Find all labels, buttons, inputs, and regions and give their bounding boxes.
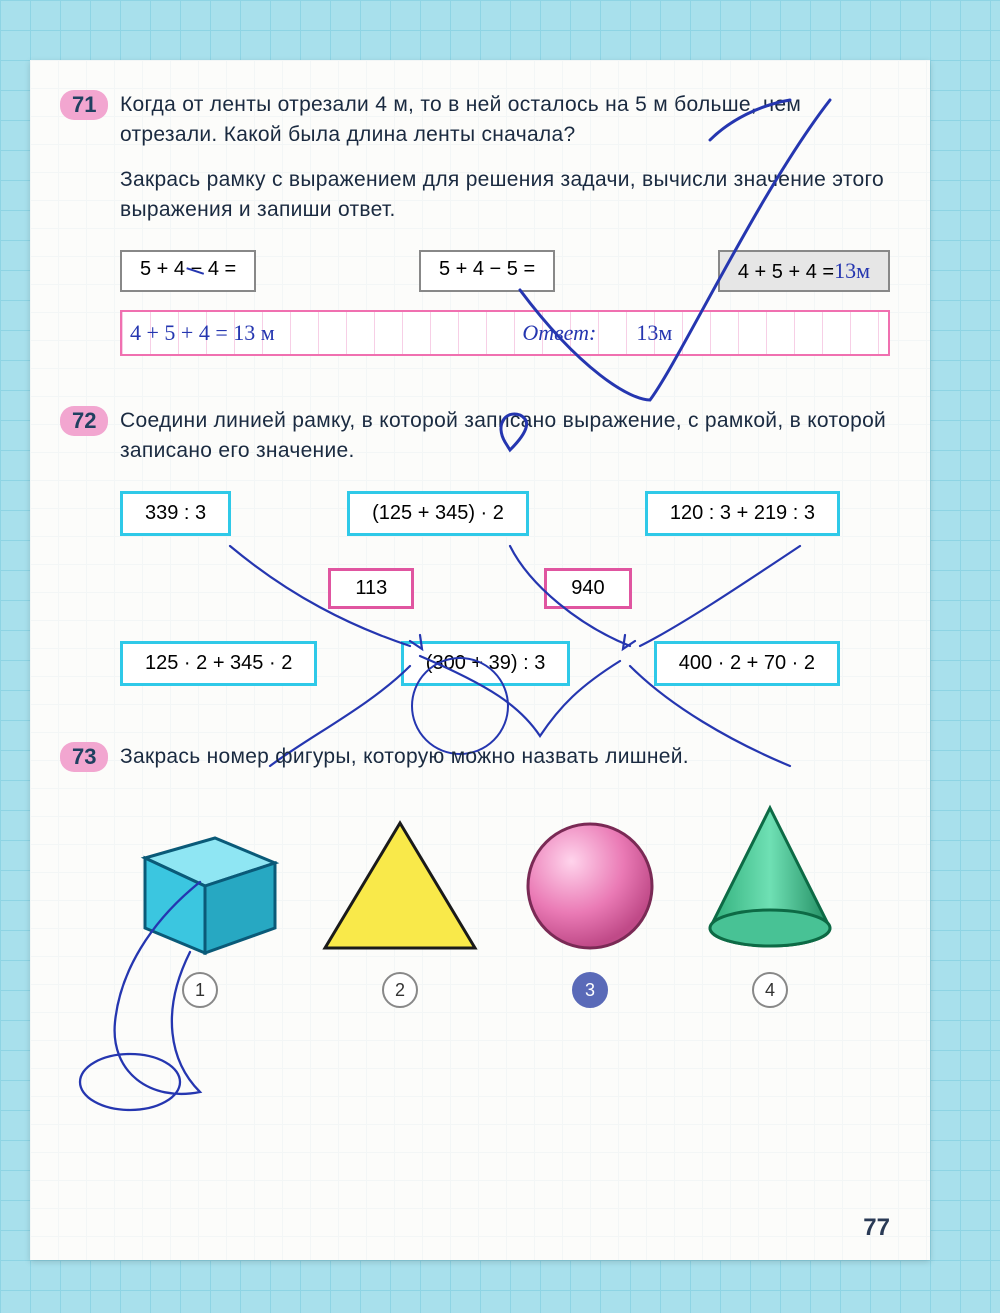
task-text: Соедини линией рамку, в которой записано… bbox=[120, 406, 890, 467]
task-instruction: Закрась рамку с выражением для решения з… bbox=[120, 165, 890, 226]
shape-number-3[interactable]: 3 bbox=[572, 972, 608, 1008]
triangle-icon bbox=[315, 808, 485, 958]
shape-number-2[interactable]: 2 bbox=[382, 972, 418, 1008]
shape-number-4[interactable]: 4 bbox=[752, 972, 788, 1008]
shape-cell-2: 2 bbox=[315, 808, 485, 1008]
expr-box[interactable]: 125 · 2 + 345 · 2 bbox=[120, 641, 317, 686]
expression-bottom-row: 125 · 2 + 345 · 2 (300 + 39) : 3 400 · 2… bbox=[120, 641, 840, 686]
expr-box[interactable]: 120 : 3 + 219 : 3 bbox=[645, 491, 840, 536]
answer-strip[interactable]: 4 + 5 + 4 = 13 м Ответ: 13м bbox=[120, 310, 890, 356]
task-text: Когда от ленты отрезали 4 м, то в ней ос… bbox=[120, 90, 890, 151]
task-72: 72 Соедини линией рамку, в которой запис… bbox=[70, 406, 890, 686]
task-number-badge: 72 bbox=[60, 406, 108, 436]
cone-icon bbox=[695, 798, 845, 958]
answer-label: Ответ: bbox=[522, 320, 596, 346]
handwritten-result: 13м bbox=[834, 258, 870, 283]
page-number: 77 bbox=[863, 1214, 890, 1242]
expression-text: 5 + 4 − 5 = bbox=[439, 258, 535, 280]
expression-option-3[interactable]: 4 + 5 + 4 =13м bbox=[718, 250, 890, 292]
shapes-row: 1 2 bbox=[100, 798, 860, 1008]
expression-option-2[interactable]: 5 + 4 − 5 = bbox=[419, 250, 555, 292]
cube-icon bbox=[115, 808, 285, 958]
answer-row: 113 940 bbox=[70, 568, 890, 609]
answer-box[interactable]: 940 bbox=[544, 568, 631, 609]
shape-cell-1: 1 bbox=[115, 808, 285, 1008]
expression-top-row: 339 : 3 (125 + 345) · 2 120 : 3 + 219 : … bbox=[120, 491, 840, 536]
task-number-badge: 73 bbox=[60, 742, 108, 772]
task-text: Закрась номер фигуры, которую можно назв… bbox=[120, 742, 890, 772]
answer-value: 13м bbox=[636, 320, 672, 346]
expr-box[interactable]: 339 : 3 bbox=[120, 491, 231, 536]
expr-box[interactable]: (300 + 39) : 3 bbox=[401, 641, 571, 686]
expression-option-1[interactable]: 5 + 4 − 4 = bbox=[120, 250, 256, 292]
sphere-icon bbox=[515, 808, 665, 958]
expr-box[interactable]: (125 + 345) · 2 bbox=[347, 491, 529, 536]
handwritten-work: 4 + 5 + 4 = 13 м bbox=[130, 320, 275, 346]
expression-text: 4 + 5 + 4 = bbox=[738, 261, 834, 283]
workbook-page: 71 Когда от ленты отрезали 4 м, то в ней… bbox=[30, 60, 930, 1260]
shape-number-1[interactable]: 1 bbox=[182, 972, 218, 1008]
expr-box[interactable]: 400 · 2 + 70 · 2 bbox=[654, 641, 840, 686]
task-73: 73 Закрась номер фигуры, которую можно н… bbox=[70, 742, 890, 1008]
shape-cell-3: 3 bbox=[515, 808, 665, 1008]
task-71: 71 Когда от ленты отрезали 4 м, то в ней… bbox=[70, 90, 890, 356]
shape-cell-4: 4 bbox=[695, 798, 845, 1008]
task-number-badge: 71 bbox=[60, 90, 108, 120]
expression-row: 5 + 4 − 4 = 5 + 4 − 5 = 4 + 5 + 4 =13м bbox=[120, 250, 890, 292]
answer-box[interactable]: 113 bbox=[328, 568, 414, 609]
